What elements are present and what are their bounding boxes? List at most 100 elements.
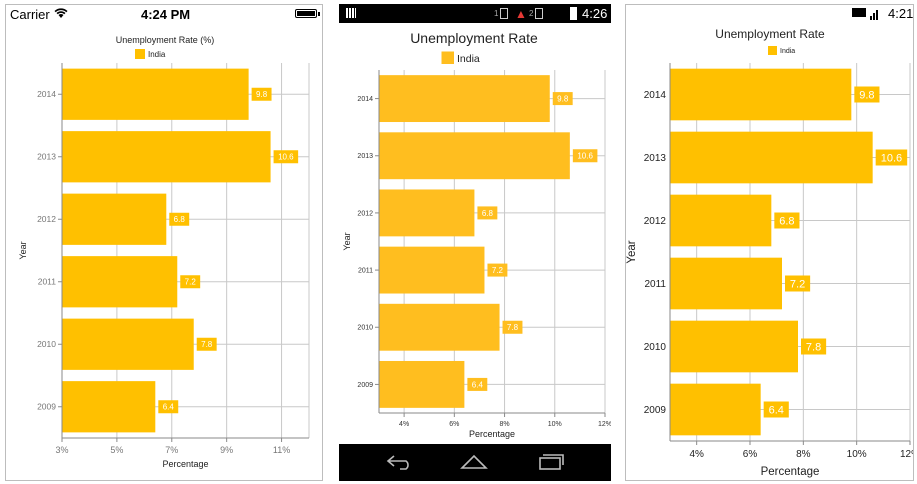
android-status-bar: 1 ▲ 2 4:26 [339, 4, 611, 23]
bar-2011 [379, 246, 485, 294]
signal-icon [870, 8, 878, 23]
data-label: 6.4 [769, 404, 784, 416]
bar-2010 [379, 303, 500, 351]
bar-2010 [670, 320, 798, 373]
x-tick-label: 8% [499, 421, 509, 428]
data-label-box [875, 149, 908, 166]
legend-label: India [457, 53, 480, 65]
data-label: 10.6 [278, 153, 294, 162]
x-axis-title: Percentage [162, 459, 208, 469]
y-tick-label: 2011 [644, 279, 666, 290]
data-label: 6.4 [163, 403, 175, 412]
legend-label: India [148, 50, 166, 59]
y-tick-label: 2010 [644, 342, 667, 353]
data-label: 7.2 [790, 278, 805, 290]
data-label-box [801, 338, 827, 355]
battery-icon [295, 9, 320, 18]
windows-chart: Unemployment Rate India 4% 6% 8% 10% 12% 6.4 200… [626, 27, 914, 478]
y-tick-label: 2011 [38, 277, 57, 287]
y-tick-label: 2012 [644, 216, 667, 227]
bar-2011 [670, 257, 782, 310]
x-tick-label: 7% [165, 445, 178, 455]
legend-swatch [135, 49, 145, 59]
bar-2010 [62, 318, 194, 370]
data-label-box [774, 212, 800, 229]
x-tick-label: 4% [689, 449, 704, 460]
bar-2011 [62, 256, 178, 308]
recent-apps-icon[interactable] [538, 452, 564, 475]
y-tick-label: 2009 [37, 402, 56, 412]
legend-label: India [780, 48, 795, 55]
data-label: 7.8 [507, 323, 519, 332]
data-label: 7.2 [185, 278, 197, 287]
x-tick-label: 4% [399, 421, 409, 428]
bar-2009 [379, 360, 465, 408]
sim-icon [346, 8, 356, 18]
bar-2013 [62, 131, 271, 183]
data-label-box [158, 400, 179, 414]
legend-swatch [441, 51, 454, 64]
windows-status-bar: 4:21 [626, 5, 913, 25]
y-axis-title: Year [18, 241, 28, 259]
ios-status-bar: Carrier 4:24 PM [6, 5, 322, 25]
bar-2014 [62, 68, 249, 120]
x-tick-label: 8% [796, 449, 811, 460]
x-tick-label: 9% [220, 445, 233, 455]
y-axis-title: Year [342, 232, 352, 250]
ios-chart: Unemployment Rate (%) India 3% 5% 7% 9% 11% 6.4… [18, 35, 310, 469]
bar-2013 [670, 131, 873, 184]
x-tick-label: 11% [273, 445, 290, 455]
data-label-box [572, 149, 598, 163]
y-tick-label: 2009 [644, 405, 667, 416]
bar-2012 [379, 189, 475, 237]
data-label: 10.6 [881, 152, 902, 164]
y-tick-label: 2009 [357, 382, 373, 389]
x-tick-label: 3% [55, 445, 68, 455]
data-label: 9.8 [557, 94, 569, 103]
chart-title: Unemployment Rate (%) [116, 35, 215, 45]
x-tick-label: 10% [548, 421, 562, 428]
bar-2014 [670, 68, 852, 121]
back-icon[interactable] [386, 454, 414, 475]
y-tick-label: 2010 [37, 339, 56, 349]
data-label-box [502, 320, 523, 334]
signal-icon-2 [535, 8, 543, 19]
android-device-frame: 1 ▲ 2 4:26 Unemployment Rate India 4% 6% 8% 1… [339, 4, 611, 481]
chart-group: Unemployment Rate India 4% 6% 8% 10% 12% 6.4 200… [342, 30, 611, 439]
y-tick-label: 2014 [644, 90, 667, 101]
y-tick-label: 2014 [37, 89, 56, 99]
data-label-box [854, 86, 880, 103]
bar-2013 [379, 132, 570, 180]
chart-title: Unemployment Rate [410, 30, 538, 46]
windows-clock: 4:21 [888, 6, 914, 21]
status-number-1: 1 [494, 9, 499, 18]
y-tick-label: 2014 [357, 96, 373, 103]
bar-2012 [670, 194, 772, 247]
x-tick-label: 6% [449, 421, 459, 428]
chart-group: Unemployment Rate (%) India 3% 5% 7% 9% 11% 6.4… [18, 35, 310, 469]
data-label: 7.8 [806, 341, 821, 353]
data-label-box [251, 87, 272, 101]
data-label-box [552, 92, 573, 106]
y-tick-label: 2013 [644, 153, 667, 164]
alert-icon: ▲ [515, 7, 527, 21]
data-label: 6.8 [779, 215, 794, 227]
ios-clock: 4:24 PM [141, 7, 191, 22]
y-tick-label: 2013 [37, 152, 56, 162]
windows-device-frame: 4:21 Unemployment Rate India 4% 6% 8% 10% 12% 6… [625, 4, 914, 481]
y-axis-title: Year [626, 240, 638, 263]
home-icon[interactable] [460, 454, 488, 475]
signal-icon [500, 8, 508, 19]
status-number-2: 2 [529, 9, 534, 18]
data-label-box [196, 337, 217, 351]
bar-2009 [670, 383, 761, 436]
x-axis-title: Percentage [761, 466, 820, 478]
y-tick-label: 2011 [358, 268, 373, 275]
chart-title: Unemployment Rate [715, 27, 825, 41]
android-clock: 4:26 [582, 6, 608, 21]
battery-charging-icon [852, 8, 866, 17]
x-tick-label: 5% [110, 445, 123, 455]
x-tick-label: 12% [900, 449, 914, 460]
bar-2009 [62, 381, 156, 433]
data-label-box [477, 206, 498, 220]
